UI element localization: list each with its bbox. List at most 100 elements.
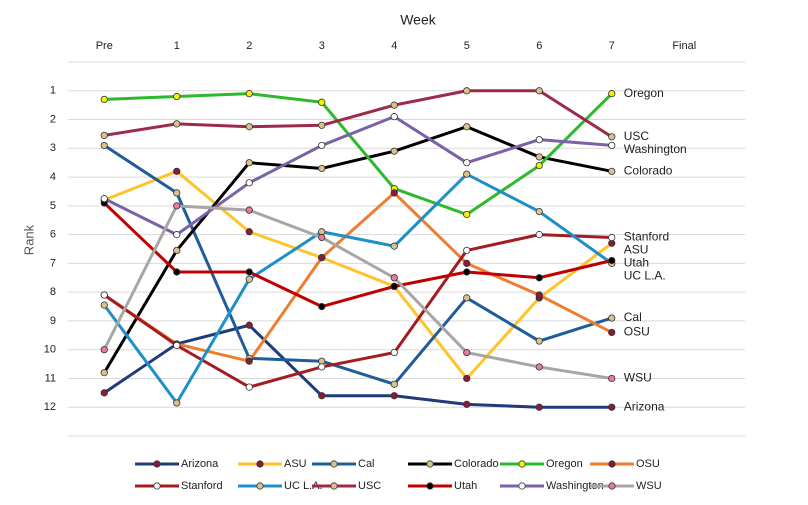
point [535,337,543,345]
point [100,369,108,377]
point [245,123,253,131]
point [173,202,181,210]
end-label: UC L.A. [624,269,666,283]
legend-marker [330,482,338,490]
legend-label: UC L.A. [284,480,323,492]
point [463,374,471,383]
point [245,179,253,187]
point [463,294,471,302]
legend-label: ASU [284,458,307,470]
end-label: Oregon [624,86,664,100]
legend-marker [330,460,338,468]
point [463,348,471,357]
point [173,92,181,101]
point [100,95,108,104]
point [463,259,471,267]
point [390,242,398,250]
point [100,291,108,299]
series-line [103,172,613,405]
point [245,357,253,365]
series-line [104,89,613,139]
point [390,380,398,388]
point [463,246,471,255]
point [318,121,326,129]
x-tick-label: 1 [174,40,180,52]
legend-label: OSU [636,458,660,470]
series-line [102,125,613,374]
legend-marker [256,482,264,490]
series-line [103,201,613,309]
point [100,195,108,203]
series-line [103,169,613,380]
series-line [103,323,612,409]
end-label: Cal [624,310,642,324]
point [390,282,398,290]
y-tick-label: 3 [50,142,56,154]
point [535,153,543,161]
end-label: OSU [624,325,650,339]
point [535,363,543,371]
y-tick-label: 8 [50,286,56,298]
point [390,274,398,282]
point [390,147,398,155]
point [608,256,616,265]
point [608,133,616,141]
legend-label: Oregon [546,458,583,470]
legend-marker [256,460,264,468]
legend-marker [153,482,161,490]
legend-marker [608,482,616,490]
point [463,87,471,95]
point [173,399,181,407]
point [608,90,616,98]
y-axis-title: Rank [21,224,36,255]
point [535,87,543,95]
point [318,302,326,311]
legend-marker [608,460,616,468]
point [318,164,326,173]
point [608,141,616,150]
legend-label: USC [358,480,381,492]
x-axis-title: Week [400,12,437,28]
point [100,389,108,397]
point [245,90,253,98]
end-label: Stanford [624,230,669,244]
point [535,403,543,411]
series-line [103,115,612,237]
point [100,141,108,150]
y-tick-label: 12 [44,401,56,413]
x-tick-label: 2 [246,40,252,52]
point [245,268,253,276]
legend-marker [426,460,434,468]
legend-label: Colorado [454,458,499,470]
series-line [104,92,613,216]
point [100,131,108,139]
point [463,268,471,276]
point [100,301,108,309]
y-tick-label: 6 [50,229,56,241]
legend-label: Arizona [181,458,219,470]
legend-marker [426,482,434,490]
x-tick-label: Pre [96,40,113,52]
end-label: Arizona [624,399,665,413]
point [318,254,326,262]
point [535,136,543,144]
x-tick-label: 5 [464,40,470,52]
point [245,321,253,329]
legend-marker [518,482,526,490]
point [608,167,616,175]
point [608,374,616,383]
x-tick-label: 6 [536,40,542,52]
point [318,141,326,150]
legend-marker [153,460,161,468]
point [535,291,543,299]
point [463,123,471,131]
point [390,189,398,197]
legend-label: Cal [358,458,375,470]
end-label: WSU [624,371,652,385]
point [535,274,543,282]
point [318,98,326,106]
end-label: USC [624,129,650,143]
point [390,348,398,357]
y-tick-label: 2 [50,113,56,125]
